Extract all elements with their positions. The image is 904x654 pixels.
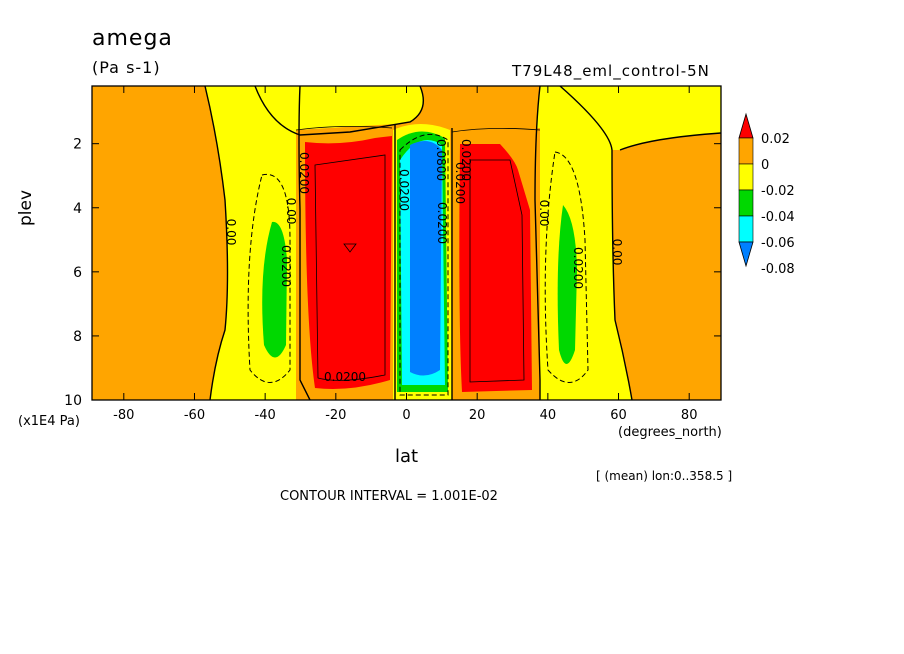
colorbar-swatch <box>738 189 754 217</box>
y-axis: 2 4 6 8 10 <box>64 137 721 409</box>
y-tick-label: 4 <box>73 201 82 217</box>
nh-red-core <box>459 144 532 392</box>
plot-area: 0.000.000.02000.02000.02000.000.000.0200… <box>92 86 721 400</box>
contour-label: 0.0200 <box>571 247 585 289</box>
contour-label: 0.0200 <box>324 370 366 384</box>
colorbar-label: -0.06 <box>761 236 795 251</box>
chart-title: amega <box>92 26 173 51</box>
y-tick-label: 2 <box>73 137 82 153</box>
sh-red-core <box>305 136 392 389</box>
contour-label: 0.0200 <box>397 169 411 211</box>
contour-label: 0.00 <box>284 198 298 225</box>
x-tick-label: 40 <box>540 408 557 423</box>
contour-label: 0.0200 <box>297 152 311 194</box>
colorbar-label: 0.02 <box>761 132 790 147</box>
colorbar-swatch <box>738 215 754 243</box>
colorbar-legend: 0.02 0 -0.02 -0.04 -0.06 -0.08 <box>738 112 795 277</box>
colorbar-label: -0.02 <box>761 184 795 199</box>
y-tick-label: 6 <box>73 265 82 281</box>
x-tick-label: -60 <box>184 408 205 423</box>
x-tick-label: -40 <box>255 408 276 423</box>
x-tick-label: -80 <box>113 408 134 423</box>
x-tick-label: 0 <box>402 408 410 423</box>
colorbar-swatch <box>738 163 754 191</box>
colorbar-under-arrow <box>738 241 754 268</box>
colorbar-label: -0.04 <box>761 210 795 225</box>
contour-label: 0.0200 <box>459 139 473 181</box>
sh-green-lobe <box>262 221 287 358</box>
colorbar-label: 0 <box>761 158 769 173</box>
y-tick-label: 10 <box>64 393 82 409</box>
contour-label: 0.0800 <box>434 139 448 181</box>
x-tick-label: -20 <box>325 408 346 423</box>
colorbar-swatch <box>738 137 754 165</box>
contour-labels: 0.000.000.02000.02000.02000.000.000.0200… <box>224 139 624 384</box>
chart-units: (Pa s-1) <box>92 58 161 77</box>
x-axis: -80 -60 -40 -20 0 20 40 60 80 <box>113 86 697 423</box>
y-axis-multiplier: (x1E4 Pa) <box>18 414 80 429</box>
contour-label: 0.0200 <box>453 162 467 204</box>
colorbar-label: -0.08 <box>761 262 795 277</box>
run-label: T79L48_eml_control-5N <box>512 62 710 80</box>
averaging-note: [ (mean) lon:0..358.5 ] <box>596 469 733 483</box>
x-axis-label: lat <box>395 446 419 467</box>
contour-label: 0.00 <box>537 200 551 227</box>
contour-label: 0.0200 <box>279 245 293 287</box>
contour-label: 0.0200 <box>435 202 449 244</box>
contour-interval: CONTOUR INTERVAL = 1.001E-02 <box>280 489 498 504</box>
y-tick-label: 8 <box>73 329 82 345</box>
nh-green-lobe <box>557 205 577 364</box>
x-tick-label: 60 <box>610 408 627 423</box>
itcz-blue <box>410 141 442 376</box>
x-tick-label: 80 <box>681 408 698 423</box>
contour-label: 0.00 <box>610 239 624 266</box>
x-tick-label: 20 <box>469 408 486 423</box>
colorbar-over-arrow <box>738 112 754 139</box>
contour-label: 0.00 <box>224 219 238 246</box>
x-axis-unit: (degrees_north) <box>618 425 722 440</box>
y-axis-label: plev <box>16 189 36 226</box>
